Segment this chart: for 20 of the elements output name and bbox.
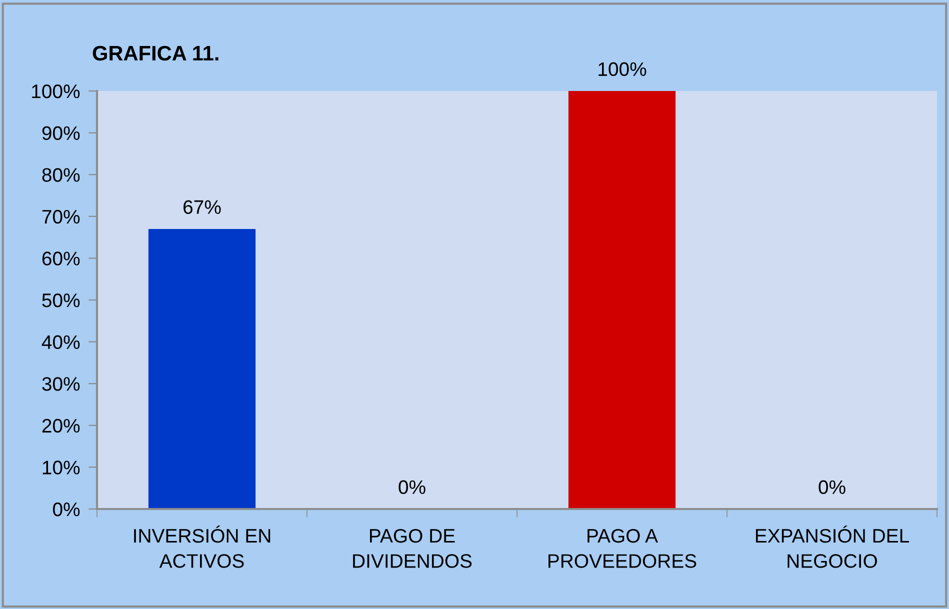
- y-tick-label: 20%: [42, 418, 80, 433]
- y-tick-label: 80%: [42, 168, 80, 182]
- y-tick-label: 0%: [52, 502, 80, 516]
- y-tick-label: 10%: [42, 460, 80, 474]
- y-tick-label: 30%: [42, 377, 80, 391]
- y-tick-label: 40%: [42, 335, 80, 350]
- x-tick-label: PAGO A PROVEEDORES: [548, 528, 696, 568]
- y-tick-label: 60%: [42, 252, 80, 266]
- x-tick-label: EXPANSIÓN DEL NEGOCIO: [756, 526, 909, 568]
- y-tick-label: 90%: [42, 126, 80, 140]
- y-tick-label: 50%: [42, 293, 80, 308]
- data-label: 0%: [818, 480, 846, 494]
- y-tick-label: 100%: [32, 84, 80, 98]
- x-tick-label: PAGO DE DIVIDENDOS: [353, 528, 472, 568]
- data-label: 67%: [184, 200, 221, 214]
- chart-title: GRAFICA 11.: [92, 46, 218, 61]
- y-tick-label: 70%: [42, 210, 80, 224]
- data-label: 0%: [398, 480, 426, 494]
- data-label: 100%: [598, 62, 646, 76]
- x-tick-label: INVERSIÓN EN ACTIVOS: [134, 526, 270, 568]
